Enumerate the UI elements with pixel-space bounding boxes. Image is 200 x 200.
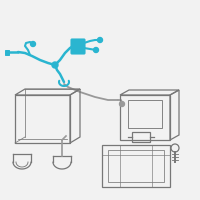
Polygon shape — [94, 48, 98, 52]
Polygon shape — [52, 62, 58, 68]
Polygon shape — [120, 102, 124, 106]
FancyBboxPatch shape — [5, 49, 9, 54]
FancyBboxPatch shape — [71, 39, 85, 54]
Polygon shape — [31, 42, 36, 46]
Polygon shape — [98, 38, 102, 42]
